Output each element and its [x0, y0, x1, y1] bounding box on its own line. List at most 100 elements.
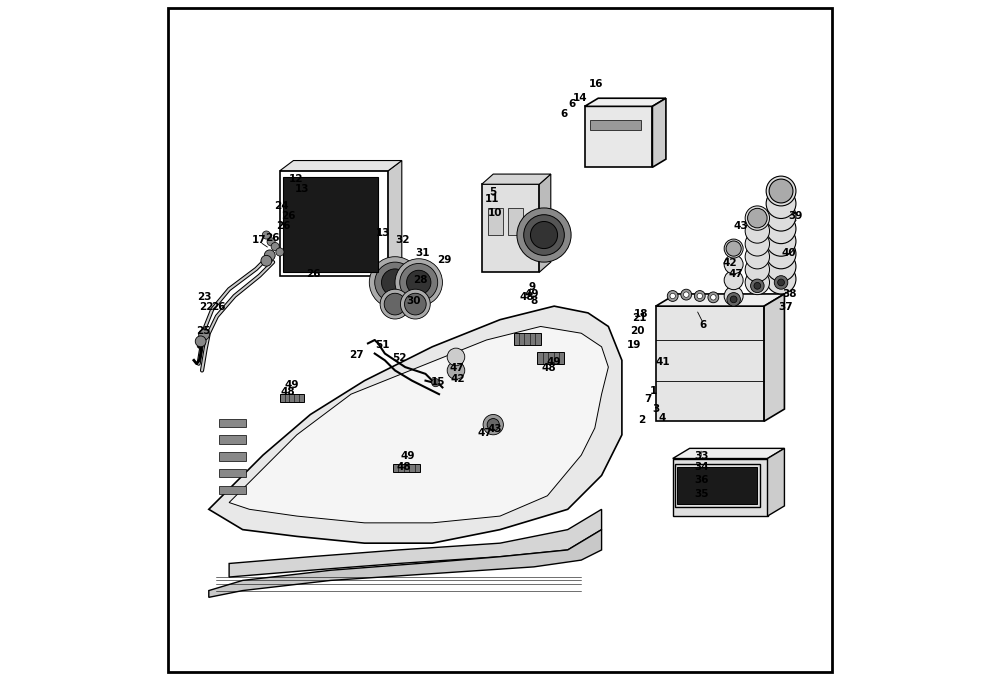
Bar: [488, 208, 503, 235]
Text: 47: 47: [477, 428, 492, 438]
Bar: [590, 120, 641, 130]
Text: 12: 12: [289, 174, 303, 184]
Text: 34: 34: [694, 462, 708, 472]
Circle shape: [766, 252, 796, 282]
Circle shape: [375, 262, 415, 303]
Bar: [675, 464, 760, 507]
Circle shape: [711, 294, 716, 300]
Circle shape: [681, 289, 692, 300]
Text: 47: 47: [450, 363, 465, 373]
Text: 22: 22: [200, 303, 214, 313]
Circle shape: [708, 292, 719, 303]
Circle shape: [380, 289, 410, 319]
Polygon shape: [585, 98, 666, 106]
Text: 16: 16: [589, 79, 603, 89]
Circle shape: [407, 270, 431, 294]
Circle shape: [774, 275, 788, 289]
Circle shape: [766, 239, 796, 269]
Text: 9: 9: [528, 282, 535, 292]
Text: 27: 27: [349, 350, 364, 360]
Circle shape: [670, 293, 675, 299]
Polygon shape: [539, 174, 551, 272]
Text: 6: 6: [700, 320, 707, 330]
Circle shape: [447, 348, 465, 366]
Text: 8: 8: [530, 296, 537, 306]
Text: 42: 42: [450, 373, 465, 384]
Circle shape: [727, 292, 740, 306]
Text: 36: 36: [694, 475, 708, 486]
Circle shape: [751, 279, 764, 292]
Text: 24: 24: [275, 201, 289, 211]
Circle shape: [745, 270, 770, 294]
Text: 21: 21: [632, 313, 647, 322]
Bar: [219, 435, 246, 443]
Text: 7: 7: [644, 394, 651, 404]
Text: 13: 13: [376, 228, 390, 238]
Text: 26: 26: [306, 269, 320, 279]
Polygon shape: [768, 448, 784, 516]
Text: 40: 40: [782, 248, 796, 258]
Text: 37: 37: [778, 303, 793, 313]
Text: 25: 25: [196, 326, 211, 336]
Text: 10: 10: [487, 207, 502, 218]
Circle shape: [199, 329, 209, 340]
Text: 47: 47: [729, 269, 744, 279]
Circle shape: [530, 222, 558, 249]
Bar: [280, 394, 304, 403]
Bar: [677, 466, 757, 504]
Circle shape: [267, 238, 275, 246]
Text: 43: 43: [733, 221, 748, 231]
Circle shape: [261, 256, 272, 266]
Bar: [219, 452, 246, 460]
Circle shape: [778, 279, 784, 286]
Text: 6: 6: [568, 99, 575, 109]
Circle shape: [724, 286, 743, 305]
Text: 19: 19: [627, 340, 641, 350]
Circle shape: [745, 219, 770, 243]
Text: 33: 33: [694, 452, 708, 462]
PathPatch shape: [229, 326, 608, 523]
Text: 3: 3: [652, 404, 659, 414]
PathPatch shape: [229, 509, 602, 577]
Text: 4: 4: [659, 413, 666, 423]
Text: 30: 30: [406, 296, 421, 306]
Circle shape: [766, 264, 796, 294]
Text: 1: 1: [650, 386, 657, 396]
Circle shape: [524, 215, 564, 256]
Polygon shape: [673, 458, 768, 516]
Text: 28: 28: [413, 275, 427, 286]
Circle shape: [271, 243, 279, 251]
Polygon shape: [280, 160, 402, 171]
Bar: [280, 171, 388, 275]
Circle shape: [724, 239, 743, 258]
Circle shape: [395, 258, 442, 306]
PathPatch shape: [209, 530, 602, 597]
Circle shape: [487, 419, 499, 430]
Circle shape: [766, 201, 796, 231]
Circle shape: [400, 263, 438, 301]
Polygon shape: [585, 106, 652, 167]
Polygon shape: [652, 98, 666, 167]
Circle shape: [432, 379, 440, 387]
Circle shape: [748, 208, 767, 228]
Circle shape: [369, 257, 421, 308]
Text: 48: 48: [541, 363, 556, 373]
Circle shape: [684, 292, 689, 297]
Text: 49: 49: [525, 289, 539, 299]
Circle shape: [769, 179, 793, 203]
Bar: [219, 469, 246, 477]
Text: 48: 48: [520, 292, 534, 303]
Bar: [514, 333, 541, 345]
Polygon shape: [656, 306, 764, 422]
Circle shape: [766, 176, 796, 206]
Circle shape: [766, 188, 796, 218]
Bar: [283, 177, 378, 272]
Text: 18: 18: [634, 309, 648, 320]
Circle shape: [667, 290, 678, 301]
Circle shape: [745, 206, 770, 231]
Text: 48: 48: [281, 387, 295, 397]
Polygon shape: [764, 294, 784, 422]
Polygon shape: [388, 160, 402, 275]
Polygon shape: [656, 294, 784, 306]
Circle shape: [745, 245, 770, 269]
